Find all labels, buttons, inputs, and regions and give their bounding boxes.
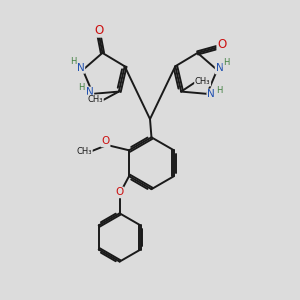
Text: CH₃: CH₃ (76, 147, 92, 156)
Text: CH₃: CH₃ (88, 95, 103, 104)
Text: O: O (115, 188, 123, 197)
Text: CH₃: CH₃ (195, 77, 210, 86)
Text: N: N (216, 64, 224, 74)
Text: O: O (94, 24, 104, 37)
Text: O: O (218, 38, 226, 51)
Text: N: N (85, 87, 93, 98)
Text: H: H (79, 83, 85, 92)
Text: H: H (216, 86, 223, 95)
Text: N: N (76, 63, 84, 73)
Text: H: H (70, 57, 76, 66)
Text: N: N (207, 89, 215, 99)
Text: H: H (224, 58, 230, 67)
Text: O: O (101, 136, 110, 146)
